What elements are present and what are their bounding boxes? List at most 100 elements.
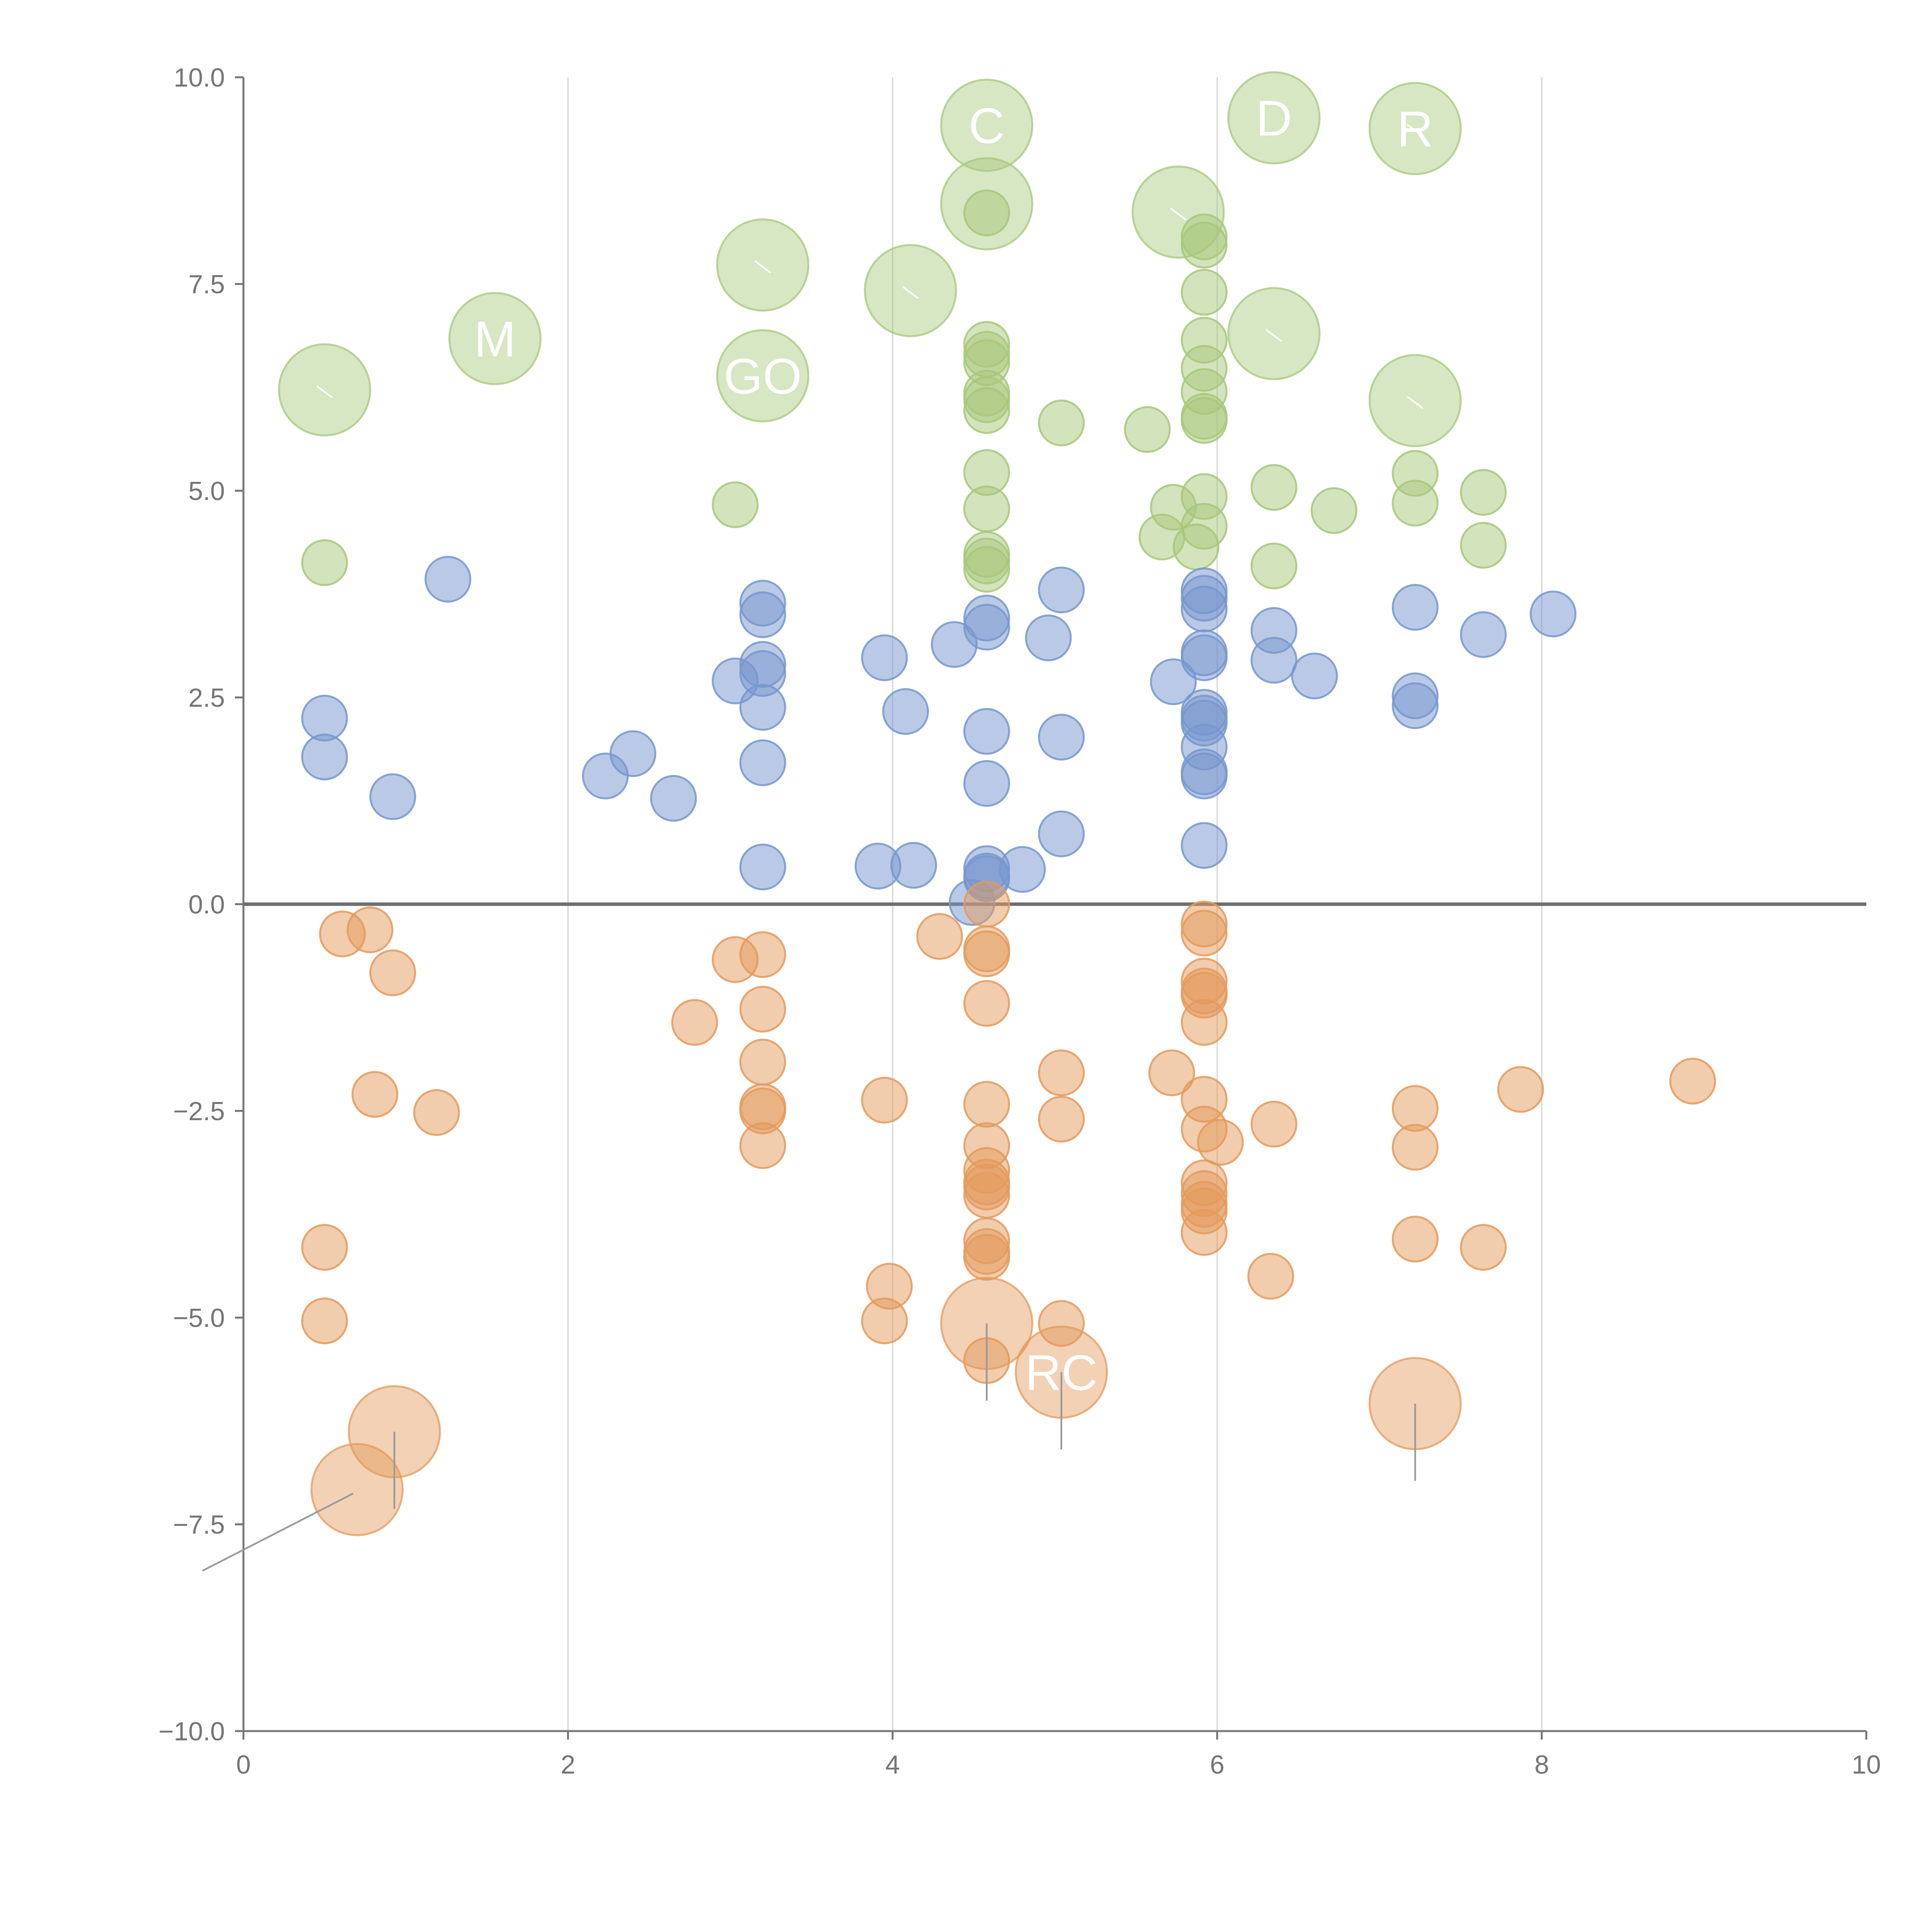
data-point-positive-high	[1180, 397, 1228, 444]
data-point-positive-high	[963, 387, 1010, 434]
y-tick-label: −2.5	[173, 1097, 225, 1126]
y-tick-label: 2.5	[188, 683, 225, 713]
data-point-positive-low	[301, 733, 348, 781]
x-tick-label: 6	[1210, 1750, 1225, 1779]
data-point-negative	[1669, 1058, 1716, 1105]
y-tick-label: 7.5	[188, 270, 225, 299]
data-point-positive-low	[1180, 634, 1228, 681]
data-point-negative	[861, 1077, 908, 1124]
bubble-label: R	[1397, 101, 1433, 157]
data-point-positive-high	[1460, 522, 1507, 569]
data-point-positive-high	[963, 546, 1010, 593]
bubble-label: C	[969, 97, 1005, 154]
data-point-positive-low	[369, 773, 416, 820]
x-tick-label: 4	[885, 1750, 900, 1779]
data-point-positive-high	[1391, 480, 1439, 527]
data-point-positive-low	[999, 846, 1046, 893]
callout-leader-light	[902, 286, 919, 299]
data-point-positive-low	[882, 688, 929, 735]
data-point-positive-low	[739, 844, 786, 891]
x-tick-label: 2	[561, 1750, 575, 1779]
data-point-negative	[1038, 1095, 1085, 1143]
data-point-negative	[1197, 1119, 1244, 1166]
data-point-negative	[963, 1081, 1010, 1128]
data-points	[278, 71, 1716, 1536]
data-point-negative	[1038, 1300, 1085, 1347]
data-point-negative	[963, 1172, 1010, 1219]
data-point-positive-low	[963, 708, 1010, 755]
data-point-negative	[916, 913, 963, 960]
data-point-negative	[301, 1298, 348, 1345]
data-point-positive-low	[1180, 585, 1228, 633]
highlight-bubble-0	[278, 343, 371, 437]
data-point-negative	[1180, 910, 1228, 957]
highlight-bubble-10	[1227, 287, 1321, 380]
highlight-bubble-7	[1131, 165, 1225, 259]
data-point-positive-low	[861, 634, 908, 681]
highlight-bubble-9	[1368, 82, 1462, 175]
highlight-bubble-3	[716, 329, 810, 423]
data-point-positive-low	[890, 842, 937, 889]
callout-leader-light	[1407, 124, 1423, 137]
data-point-positive-low	[1038, 714, 1085, 761]
data-point-positive-low	[739, 739, 786, 786]
data-point-positive-low	[424, 556, 471, 603]
data-point-negative	[1148, 1049, 1195, 1097]
data-point-negative	[866, 1263, 913, 1310]
y-tick-label: −5.0	[173, 1303, 225, 1333]
data-point-negative	[1250, 1100, 1298, 1148]
data-point-positive-low	[1150, 658, 1197, 705]
data-point-negative	[1460, 1224, 1507, 1271]
data-point-negative	[739, 986, 786, 1033]
data-point-positive-high	[1310, 487, 1357, 534]
axis-ticks: −10.0 −7.5 −5.0 −2.5 0.0 2.5 5.0 7.5 10.0 0 2 4 6 8 10	[158, 63, 1881, 1779]
data-point-negative	[1497, 1066, 1544, 1113]
callout-leader-light	[1407, 396, 1423, 409]
data-point-positive-low	[739, 591, 786, 638]
y-tick-label: 10.0	[174, 63, 225, 92]
bubble-label: RC	[1025, 1344, 1098, 1401]
data-point-negative	[1247, 1253, 1294, 1300]
data-point-positive-low	[650, 775, 697, 822]
data-point-positive-high	[1460, 469, 1507, 516]
data-point-negative	[671, 999, 718, 1046]
y-tick-label: −10.0	[158, 1717, 225, 1746]
data-point-positive-low	[1250, 637, 1298, 684]
data-point-positive-high	[712, 481, 759, 528]
callout-leader-light	[754, 260, 771, 274]
data-point-negative	[1038, 1049, 1085, 1097]
data-point-positive-low	[1391, 682, 1439, 729]
data-point-positive-low	[1180, 822, 1228, 869]
data-point-negative	[963, 980, 1010, 1027]
callouts: M GO C D R RC	[202, 90, 1433, 1572]
data-point-positive-high	[301, 539, 348, 586]
data-point-negative	[413, 1089, 460, 1136]
data-point-positive-high	[1180, 221, 1228, 269]
data-point-positive-low	[963, 604, 1010, 651]
data-point-positive-high	[963, 189, 1010, 236]
callout-leader-light	[1170, 207, 1187, 221]
data-point-negative	[1180, 1209, 1228, 1256]
data-point-positive-low	[1038, 810, 1085, 857]
data-point-negative	[963, 930, 1010, 977]
data-point-positive-high	[1250, 464, 1298, 511]
data-point-positive-high	[1180, 269, 1228, 316]
data-point-positive-high	[1250, 543, 1298, 590]
y-tick-label: 0.0	[188, 890, 225, 919]
data-point-negative	[347, 906, 394, 953]
data-point-negative	[369, 949, 416, 997]
data-point-positive-low	[1025, 614, 1072, 662]
x-tick-label: 8	[1534, 1750, 1549, 1779]
highlight-bubble-12	[310, 1443, 404, 1536]
data-point-positive-low	[1529, 590, 1577, 638]
data-point-negative	[963, 881, 1010, 928]
highlight-bubble-5	[940, 78, 1034, 172]
data-point-positive-high	[963, 485, 1010, 532]
data-point-positive-low	[739, 684, 786, 731]
data-point-negative	[301, 1224, 348, 1271]
x-tick-label: 0	[236, 1750, 251, 1779]
data-point-positive-high	[1172, 524, 1219, 571]
data-point-positive-low	[1291, 652, 1338, 699]
highlight-bubble-4	[864, 244, 957, 337]
data-point-negative	[1391, 1216, 1439, 1263]
